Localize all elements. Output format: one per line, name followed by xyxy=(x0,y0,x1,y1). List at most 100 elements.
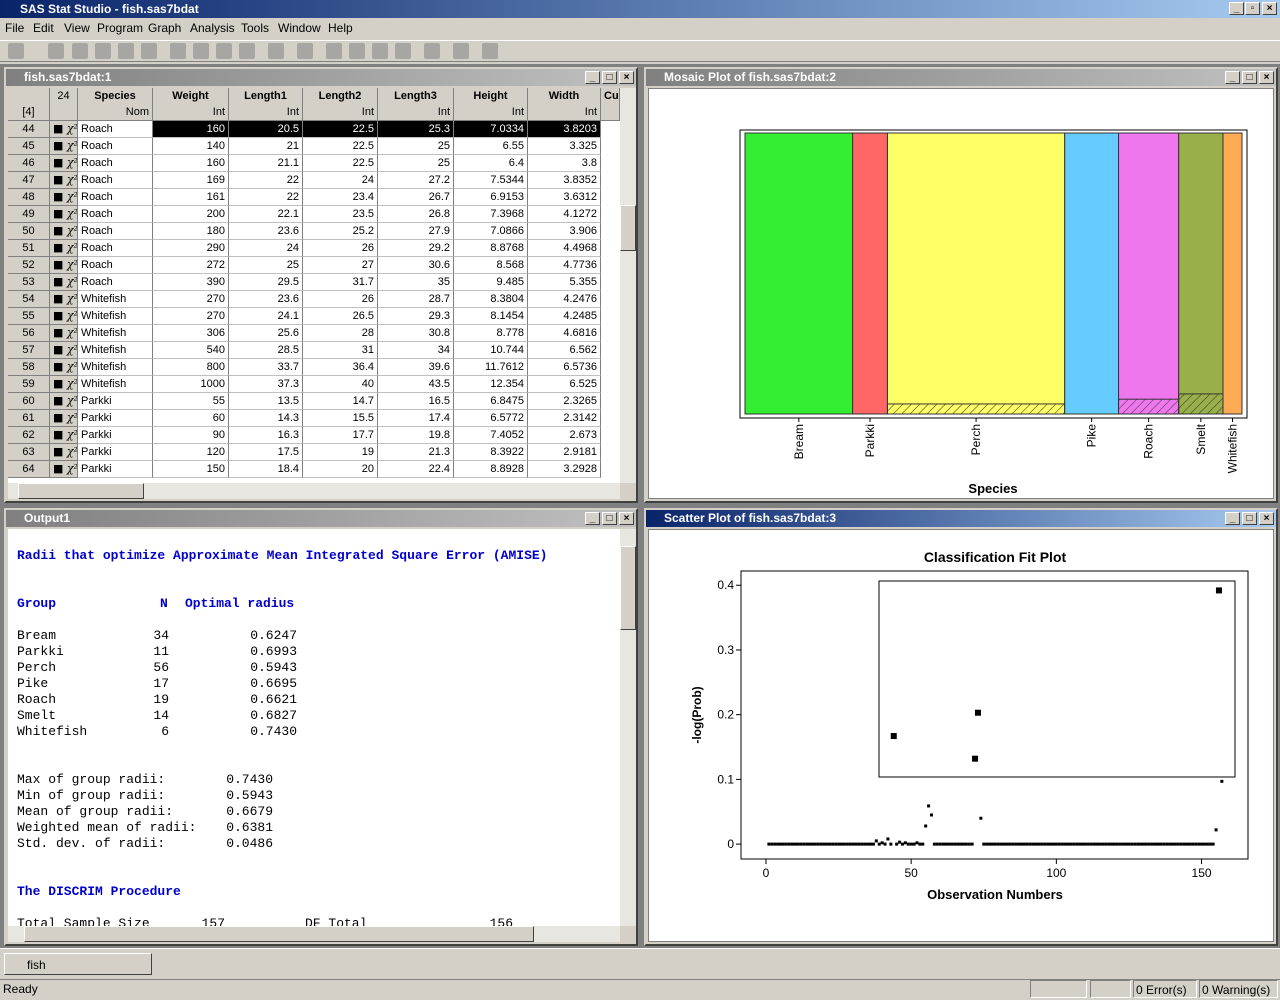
toolbar-button[interactable] xyxy=(349,43,365,59)
row-header[interactable]: 53 xyxy=(8,274,50,291)
table-cell[interactable]: 27 xyxy=(303,257,378,274)
table-cell[interactable]: Roach xyxy=(78,206,153,223)
table-cell[interactable]: 27.2 xyxy=(378,172,454,189)
toolbar-button[interactable] xyxy=(395,43,411,59)
window-button[interactable]: □ xyxy=(602,512,617,525)
toolbar-button[interactable] xyxy=(193,43,209,59)
table-cell[interactable]: 16.5 xyxy=(378,393,454,410)
table-cell[interactable]: 26.5 xyxy=(303,308,378,325)
table-cell[interactable]: 160 xyxy=(153,121,229,138)
row-header[interactable]: 59 xyxy=(8,376,50,393)
toolbar-button[interactable] xyxy=(453,43,469,59)
row-header[interactable]: 51 xyxy=(8,240,50,257)
row-header[interactable]: 50 xyxy=(8,223,50,240)
table-cell[interactable]: 4.4968 xyxy=(528,240,601,257)
window-button[interactable]: _ xyxy=(1225,512,1240,525)
table-cell[interactable]: Parkki xyxy=(78,461,153,478)
table-cell[interactable]: Roach xyxy=(78,189,153,206)
table-cell[interactable]: Whitefish xyxy=(78,359,153,376)
table-cell[interactable]: 120 xyxy=(153,444,229,461)
window-button[interactable]: × xyxy=(1259,71,1274,84)
table-cell[interactable]: 8.568 xyxy=(454,257,528,274)
table-cell[interactable]: 22.5 xyxy=(303,121,378,138)
table-cell[interactable]: 19 xyxy=(303,444,378,461)
toolbar-button[interactable] xyxy=(268,43,284,59)
table-cell[interactable]: Roach xyxy=(78,257,153,274)
row-header[interactable]: 58 xyxy=(8,359,50,376)
row-header[interactable]: 55 xyxy=(8,308,50,325)
table-cell[interactable]: 6.5736 xyxy=(528,359,601,376)
toolbar-button[interactable] xyxy=(170,43,186,59)
toolbar-button[interactable] xyxy=(8,43,24,59)
table-cell[interactable]: 21 xyxy=(229,138,303,155)
menu-item[interactable]: File xyxy=(5,21,25,35)
table-cell[interactable]: Roach xyxy=(78,223,153,240)
table-cell[interactable]: 272 xyxy=(153,257,229,274)
table-cell[interactable]: 43.5 xyxy=(378,376,454,393)
table-cell[interactable]: Parkki xyxy=(78,444,153,461)
window-button[interactable]: × xyxy=(619,512,634,525)
window-button[interactable]: × xyxy=(619,71,634,84)
toolbar-button[interactable] xyxy=(141,43,157,59)
table-cell[interactable]: Parkki xyxy=(78,427,153,444)
table-cell[interactable]: 25 xyxy=(378,138,454,155)
table-cell[interactable]: Roach xyxy=(78,155,153,172)
table-cell[interactable]: 34 xyxy=(378,342,454,359)
row-header[interactable]: 61 xyxy=(8,410,50,427)
row-header[interactable]: 63 xyxy=(8,444,50,461)
table-cell[interactable]: 8.778 xyxy=(454,325,528,342)
table-cell[interactable]: 13.5 xyxy=(229,393,303,410)
table-cell[interactable]: 8.3804 xyxy=(454,291,528,308)
table-cell[interactable]: 8.8928 xyxy=(454,461,528,478)
row-header[interactable]: 44 xyxy=(8,121,50,138)
table-cell[interactable]: 25.2 xyxy=(303,223,378,240)
window-button[interactable]: _ xyxy=(585,512,600,525)
table-cell[interactable]: 36.4 xyxy=(303,359,378,376)
table-cell[interactable]: 8.3922 xyxy=(454,444,528,461)
table-cell[interactable]: 150 xyxy=(153,461,229,478)
table-cell[interactable]: 24.1 xyxy=(229,308,303,325)
table-cell[interactable]: Parkki xyxy=(78,410,153,427)
table-cell[interactable]: 7.0866 xyxy=(454,223,528,240)
scroll-thumb[interactable] xyxy=(18,483,144,499)
table-cell[interactable]: 25 xyxy=(229,257,303,274)
table-cell[interactable]: 26 xyxy=(303,291,378,308)
table-cell[interactable]: 28.7 xyxy=(378,291,454,308)
document-tab[interactable]: fish xyxy=(4,953,152,975)
table-cell[interactable]: 17.4 xyxy=(378,410,454,427)
menu-item[interactable]: Graph xyxy=(148,21,182,35)
table-cell[interactable]: 1000 xyxy=(153,376,229,393)
window-button[interactable]: _ xyxy=(585,71,600,84)
toolbar-button[interactable] xyxy=(72,43,88,59)
table-cell[interactable]: 25.6 xyxy=(229,325,303,342)
table-cell[interactable]: 23.4 xyxy=(303,189,378,206)
column-header[interactable]: Cu xyxy=(601,88,620,105)
table-cell[interactable]: 6.525 xyxy=(528,376,601,393)
table-cell[interactable]: 60 xyxy=(153,410,229,427)
toolbar-button[interactable] xyxy=(118,43,134,59)
menu-item[interactable]: Tools xyxy=(241,21,270,35)
row-header[interactable]: 52 xyxy=(8,257,50,274)
toolbar-button[interactable] xyxy=(326,43,342,59)
toolbar-button[interactable] xyxy=(297,43,313,59)
table-cell[interactable]: 7.5344 xyxy=(454,172,528,189)
column-header[interactable]: Height xyxy=(454,88,528,105)
table-cell[interactable]: Roach xyxy=(78,121,153,138)
table-cell[interactable]: 90 xyxy=(153,427,229,444)
table-cell[interactable]: 4.2476 xyxy=(528,291,601,308)
row-header[interactable]: 57 xyxy=(8,342,50,359)
table-cell[interactable]: 24 xyxy=(229,240,303,257)
toolbar-button[interactable] xyxy=(216,43,232,59)
table-cell[interactable]: Whitefish xyxy=(78,376,153,393)
row-header[interactable]: 54 xyxy=(8,291,50,308)
toolbar-button[interactable] xyxy=(372,43,388,59)
toolbar-button[interactable] xyxy=(424,43,440,59)
table-cell[interactable]: Parkki xyxy=(78,393,153,410)
table-cell[interactable]: Roach xyxy=(78,274,153,291)
table-cell[interactable]: 29.3 xyxy=(378,308,454,325)
table-cell[interactable]: 15.5 xyxy=(303,410,378,427)
table-cell[interactable]: 6.8475 xyxy=(454,393,528,410)
table-cell[interactable]: 14.3 xyxy=(229,410,303,427)
column-header[interactable]: Length2 xyxy=(303,88,378,105)
column-header[interactable]: Species xyxy=(78,88,153,105)
